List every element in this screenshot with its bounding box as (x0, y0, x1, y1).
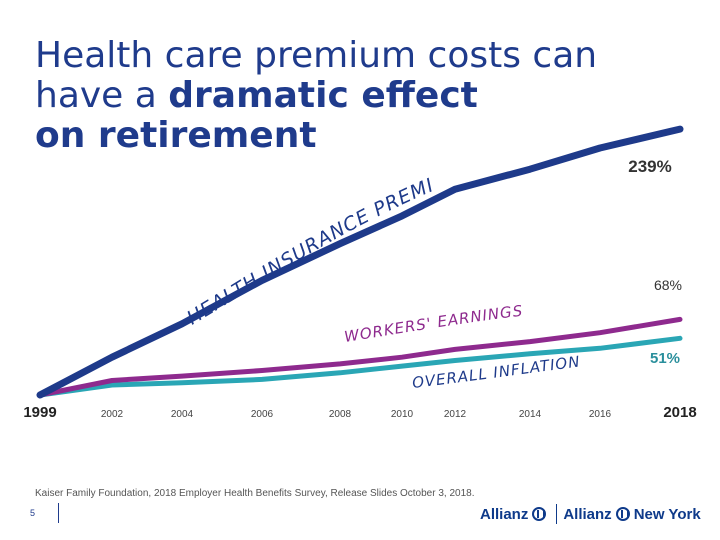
title-line-1: Health care premium costs can (35, 35, 598, 76)
end-label-2: 51% (650, 350, 680, 367)
x-tick-label-2002: 2002 (101, 409, 124, 420)
x-tick-label-2004: 2004 (171, 409, 194, 420)
slide-title: Health care premium costs can have a dra… (35, 36, 635, 156)
allianz-new-york-text: New York (633, 505, 701, 523)
allianz-eagle-icon-2 (615, 507, 630, 521)
allianz-eagle-icon (532, 507, 547, 521)
series-line-0 (36, 125, 684, 399)
page-number: 5 (30, 508, 36, 518)
x-tick-label-2006: 2006 (251, 409, 274, 420)
series-line-2 (37, 335, 683, 398)
title-line-3-bold: on retirement (35, 115, 317, 156)
x-tick-label-2012: 2012 (444, 409, 467, 420)
end-labels: 239% 68% 51% (628, 157, 682, 367)
title-line-2: have a dramatic effect (35, 76, 635, 116)
series-label-earnings-text: WORKERS' EARNINGS (343, 302, 523, 346)
x-tick-label-2014: 2014 (519, 409, 542, 420)
logo-divider (556, 504, 558, 524)
series-line-1 (37, 316, 683, 398)
x-axis-ticks: 1999 2002 2004 2006 2008 2010 2012 2014 2016 2018 (23, 404, 696, 421)
title-line-2-bold: dramatic effect (168, 75, 478, 116)
series-group (36, 125, 684, 399)
end-label-0: 239% (628, 157, 671, 176)
x-tick-label-2016: 2016 (589, 409, 612, 420)
x-tick-label-2010: 2010 (391, 409, 414, 420)
x-tick-label-2008: 2008 (329, 409, 352, 420)
allianz-logo-text-left: Allianz (480, 505, 529, 523)
series-labels-group: HEALTH INSURANCE PREMIUMS WORKERS' EARNI… (0, 0, 580, 392)
x-tick-label-1999: 1999 (23, 404, 56, 421)
series-label-premiums-text: HEALTH INSURANCE PREMIUMS (0, 0, 436, 329)
end-label-1: 68% (654, 277, 682, 293)
logos: Allianz Allianz New York (480, 503, 701, 525)
source-note: Kaiser Family Foundation, 2018 Employer … (35, 488, 475, 499)
x-tick-label-2018: 2018 (663, 404, 696, 421)
title-line-2-prefix: have a (35, 75, 169, 116)
page-divider (58, 503, 59, 523)
title-line-3: on retirement (35, 116, 635, 156)
series-label-earnings: WORKERS' EARNINGS (343, 302, 524, 346)
series-label-premiums: HEALTH INSURANCE PREMIUMS (0, 0, 437, 329)
allianz-logo-text-right: Allianz (563, 505, 612, 523)
